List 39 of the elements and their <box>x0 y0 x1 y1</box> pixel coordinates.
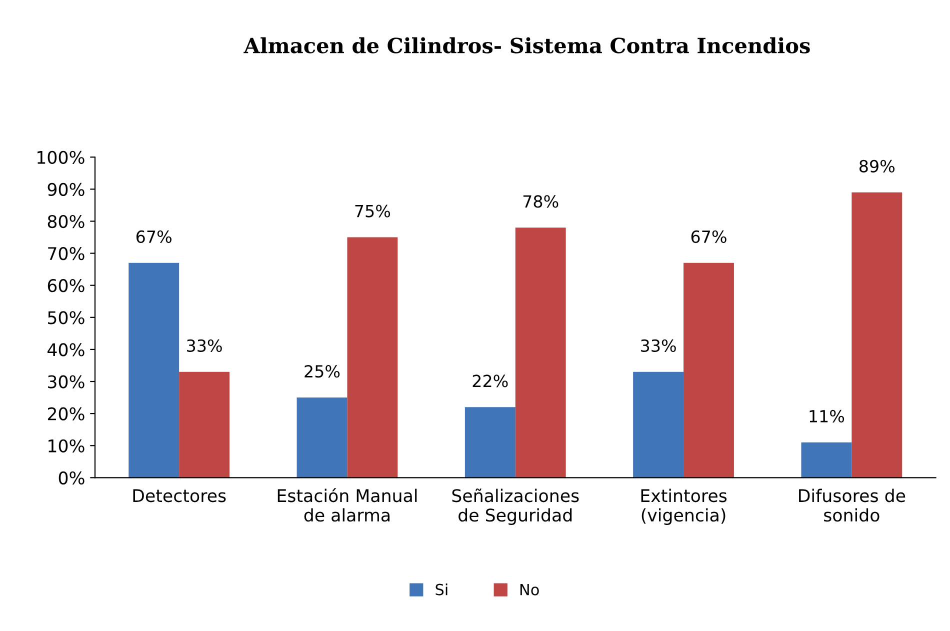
bar <box>684 262 734 478</box>
bar <box>801 442 852 478</box>
data-label: 67% <box>136 230 172 244</box>
x-tick-label: Detectores <box>133 489 226 502</box>
data-label: 89% <box>860 160 894 172</box>
x-tick-label: Extintores (vigencia) <box>641 488 727 526</box>
bar <box>179 372 230 478</box>
data-label: 75% <box>355 204 390 218</box>
data-label: 11% <box>810 410 844 423</box>
y-tick-label: 70% <box>48 246 84 260</box>
bar <box>347 237 398 478</box>
legend-label: Si <box>436 584 448 596</box>
data-label: 67% <box>691 230 726 244</box>
y-tick-label: 0% <box>58 471 84 485</box>
x-tick-label: Estación Manual de alarma <box>278 488 417 522</box>
y-tick-label: 30% <box>48 375 84 388</box>
y-tick-label: 50% <box>48 311 84 324</box>
legend-label: No <box>520 584 539 596</box>
bar <box>128 262 180 478</box>
data-label: 25% <box>304 365 340 378</box>
y-tick-label: 40% <box>48 343 84 356</box>
bar <box>852 192 902 478</box>
y-tick-label: 60% <box>48 279 84 292</box>
data-label: 33% <box>187 339 222 352</box>
data-label: 33% <box>641 339 676 352</box>
y-tick-label: 80% <box>48 214 84 228</box>
chart-title: Almacen de Cilindros- Sistema Contra Incendios <box>244 37 810 54</box>
y-tick-label: 20% <box>48 407 84 420</box>
bar <box>633 372 684 478</box>
x-tick-label: Difusores de sonido <box>799 488 906 522</box>
y-tick-label: 10% <box>48 439 84 452</box>
data-label: 78% <box>523 195 558 208</box>
x-tick-label: Señalizaciones de Seguridad <box>452 488 579 526</box>
y-tick-label: 90% <box>48 182 84 196</box>
data-label: 22% <box>472 374 508 388</box>
bar <box>515 228 566 478</box>
bar <box>296 398 348 478</box>
y-tick-label: 100% <box>38 150 84 164</box>
bar <box>464 407 516 478</box>
